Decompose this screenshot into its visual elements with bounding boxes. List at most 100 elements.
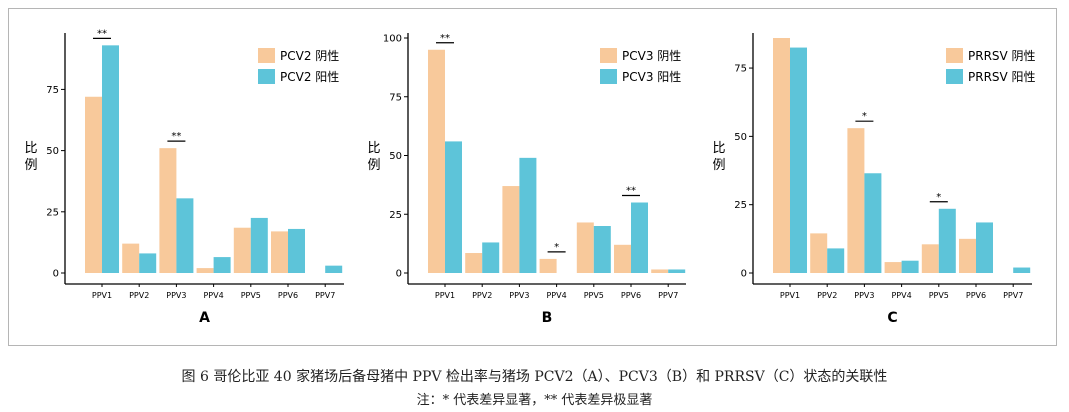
panel-c-legend-label: PRRSV 阴性: [968, 49, 1036, 63]
panel-b-legend-label: PCV3 阴性: [622, 49, 681, 63]
panel-a-x-tick-label: PPV6: [278, 291, 298, 300]
panel-c-bar-ppv5-pos: [938, 208, 956, 273]
panel-c-bar-ppv4-neg: [884, 262, 902, 273]
panel-b-legend-label: PCV3 阳性: [622, 70, 681, 84]
panel-b-y-tick-label: 0: [396, 269, 402, 280]
panel-c-bar-ppv6-pos: [976, 222, 993, 273]
panel-c-x-tick-label: PPV3: [854, 291, 874, 300]
panel-a-y-tick-label: 25: [46, 207, 59, 218]
panel-a-bar-ppv2-neg: [122, 243, 140, 273]
panel-c-y-tick-label: 50: [734, 132, 747, 143]
panel-b-x-tick-label: PPV1: [435, 291, 455, 300]
panel-a-bar-ppv3-neg: [159, 148, 177, 273]
panel-b-x-tick-label: PPV6: [621, 291, 641, 300]
panel-a-bar-ppv6-neg: [271, 231, 288, 273]
panel-c-legend-swatch: [946, 48, 963, 63]
panel-b-x-tick-label: PPV3: [509, 291, 529, 300]
panel-c-sig-label: *: [936, 192, 941, 203]
panel-a-legend-swatch: [258, 69, 275, 84]
panel-a-panel-label: A: [199, 310, 210, 326]
panel-c-x-tick-label: PPV7: [1003, 291, 1023, 300]
panel-c-bar-ppv1-pos: [790, 47, 807, 274]
panel-c-bar-ppv5-neg: [921, 244, 939, 273]
panel-a-bar-ppv1-pos: [102, 45, 119, 273]
panel-b-legend-swatch: [600, 48, 617, 63]
panel-a-sig-label: **: [171, 131, 181, 142]
figure-frame: [8, 8, 1057, 346]
panel-b-bar-ppv7-neg: [651, 269, 669, 273]
panel-b-y-tick-label: 100: [383, 34, 402, 45]
panel-b-bar-ppv3-neg: [502, 186, 520, 273]
panel-b-bar-ppv1-pos: [445, 141, 462, 273]
panel-b-sig-label: **: [440, 33, 450, 44]
panel-a-bar-ppv4-neg: [196, 268, 214, 273]
panel-b-x-tick-label: PPV5: [584, 291, 604, 300]
panel-b-x-tick-label: PPV7: [658, 291, 678, 300]
panel-c-bar-ppv2-neg: [810, 233, 828, 273]
panel-c-y-tick-label: 75: [734, 64, 747, 75]
panel-a-bar-ppv6-pos: [288, 228, 305, 273]
panel-a-bar-ppv1-neg: [85, 96, 102, 273]
panel-c-y-tick-label: 25: [734, 200, 747, 211]
panel-b-x-tick-label: PPV4: [546, 291, 566, 300]
panel-a-y-axis-label: 比: [24, 141, 37, 156]
panel-b-bar-ppv6-pos: [631, 202, 648, 273]
panel-a-x-tick-label: PPV7: [315, 291, 335, 300]
panel-b-bar-ppv1-neg: [428, 49, 445, 273]
panel-b-bar-ppv2-neg: [465, 253, 483, 273]
panel-b-sig-label: **: [626, 186, 636, 197]
panel-a-bar-ppv2-pos: [139, 253, 157, 273]
panel-c-bar-ppv2-pos: [827, 248, 845, 273]
panel-b-y-tick-label: 75: [389, 92, 402, 103]
panel-b-sig-label: *: [554, 242, 559, 253]
panel-b-bar-ppv6-neg: [614, 244, 631, 273]
panel-a-legend-label: PCV2 阴性: [280, 49, 339, 63]
panel-b-y-axis-label: 例: [367, 158, 380, 173]
panel-c-y-axis-label: 比: [712, 141, 725, 156]
panel-c-legend-label: PRRSV 阳性: [968, 70, 1036, 84]
panel-c-x-tick-label: PPV1: [780, 291, 800, 300]
panel-c-bar-ppv6-neg: [959, 238, 976, 273]
panel-b-y-tick-label: 25: [389, 210, 402, 221]
panel-a-y-tick-label: 50: [46, 146, 59, 157]
panel-a-x-tick-label: PPV5: [241, 291, 261, 300]
panel-b-y-axis-label: 比: [367, 141, 380, 156]
panel-c-x-tick-label: PPV5: [929, 291, 949, 300]
panel-c-x-tick-label: PPV2: [817, 291, 837, 300]
panel-c-bar-ppv3-pos: [864, 173, 882, 273]
panel-a-bar-ppv4-pos: [213, 257, 231, 273]
panel-a-x-tick-label: PPV1: [92, 291, 112, 300]
panel-c-legend-swatch: [946, 69, 963, 84]
panel-b-bar-ppv4-neg: [539, 258, 557, 273]
panel-b-bar-ppv2-pos: [482, 242, 500, 273]
panel-b-panel-label: B: [542, 310, 553, 326]
panel-a-x-tick-label: PPV3: [166, 291, 186, 300]
panel-a-bar-ppv5-neg: [233, 227, 251, 273]
panel-a-y-tick-label: 0: [53, 269, 59, 280]
panel-a-y-tick-label: 75: [46, 85, 59, 96]
panel-a-bar-ppv3-pos: [176, 198, 194, 273]
panel-a-bar-ppv7-pos: [325, 265, 343, 273]
panel-c-bar-ppv4-pos: [901, 260, 919, 273]
panel-b-bar-ppv5-pos: [593, 226, 611, 273]
panel-a-x-tick-label: PPV4: [203, 291, 223, 300]
panel-a-sig-label: **: [97, 28, 107, 39]
panel-b-legend-swatch: [600, 69, 617, 84]
panel-b-bar-ppv5-neg: [576, 222, 594, 273]
panel-a-legend-swatch: [258, 48, 275, 63]
panel-c-bar-ppv1-neg: [773, 38, 790, 273]
panel-c-y-axis-label: 例: [712, 158, 725, 173]
panel-a-x-tick-label: PPV2: [129, 291, 149, 300]
panel-c-bar-ppv7-pos: [1013, 267, 1031, 273]
panel-b-y-tick-label: 50: [389, 151, 402, 162]
panel-c-sig-label: *: [862, 111, 867, 122]
figure-caption: 图 6 哥伦比亚 40 家猪场后备母猪中 PPV 检出率与猪场 PCV2（A）、…: [181, 369, 888, 385]
panel-c-y-tick-label: 0: [741, 269, 747, 280]
panel-c-x-tick-label: PPV4: [891, 291, 911, 300]
panel-c-x-tick-label: PPV6: [966, 291, 986, 300]
figure-note: 注：* 代表差异显著，** 代表差异极显著: [416, 393, 653, 408]
panel-b-bar-ppv7-pos: [668, 269, 686, 273]
panel-c-panel-label: C: [887, 310, 897, 326]
panel-c-bar-ppv3-neg: [847, 128, 865, 273]
